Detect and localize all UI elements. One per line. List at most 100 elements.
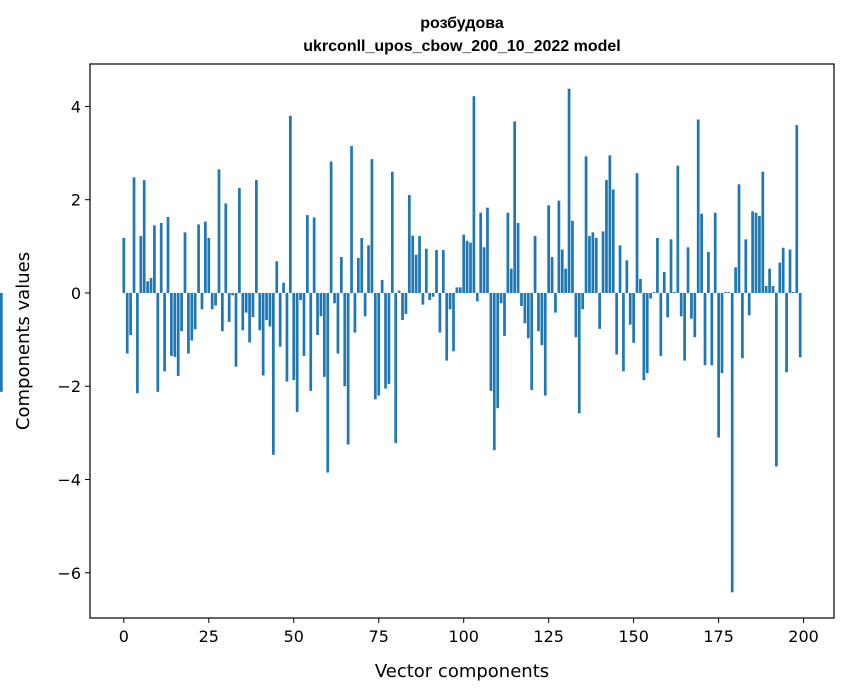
- bar-150: [632, 292, 635, 343]
- bar-71: [363, 292, 367, 317]
- bar-99: [458, 287, 462, 293]
- bar-170: [700, 213, 703, 293]
- bar-58: [319, 292, 323, 317]
- bar-154: [645, 292, 649, 374]
- bar-10: [156, 292, 160, 392]
- bar-110: [496, 292, 500, 409]
- bar-197: [792, 292, 795, 293]
- bar-192: [775, 292, 778, 467]
- bar-22: [197, 224, 200, 293]
- bar-81: [397, 290, 401, 293]
- bar-147: [622, 292, 625, 372]
- bar-undefined: [0, 292, 3, 392]
- bar-84: [407, 195, 411, 293]
- bar-174: [713, 212, 717, 293]
- bar-54: [305, 215, 309, 293]
- bar-107: [486, 207, 489, 293]
- bar-119: [526, 292, 530, 339]
- bar-142: [605, 180, 608, 293]
- bar-27: [214, 292, 217, 306]
- bar-163: [676, 165, 680, 293]
- bar-11: [159, 223, 163, 293]
- bar-114: [509, 268, 513, 293]
- bar-140: [598, 292, 602, 329]
- bar-70: [360, 237, 364, 293]
- bar-57: [316, 292, 319, 335]
- bar-121: [533, 236, 537, 293]
- bar-156: [652, 292, 656, 293]
- bar-59: [322, 292, 326, 377]
- bar-26: [210, 292, 214, 310]
- bar-102: [469, 242, 472, 293]
- bar-100: [462, 234, 466, 293]
- bar-75: [377, 292, 381, 396]
- chart-title-line-2: ukrconll_upos_cbow_200_10_2022 model: [303, 38, 620, 55]
- bar-97: [452, 292, 455, 352]
- bar-55: [309, 292, 313, 391]
- bar-38: [251, 292, 255, 318]
- bar-132: [571, 220, 574, 293]
- bar-48: [285, 292, 289, 382]
- bar-8: [149, 278, 153, 293]
- bar-184: [747, 292, 751, 316]
- bar-104: [475, 292, 479, 302]
- bar-35: [241, 292, 245, 331]
- bar-43: [268, 292, 272, 327]
- x-tick-label-50: 50: [284, 627, 304, 646]
- bar-45: [275, 261, 279, 293]
- bar-49: [289, 115, 292, 293]
- bar-187: [758, 216, 761, 293]
- bar-103: [472, 96, 476, 293]
- bar-23: [200, 292, 204, 310]
- bar-33: [234, 292, 238, 367]
- bar-12: [163, 292, 166, 372]
- bar-190: [768, 268, 771, 293]
- bar-167: [690, 292, 693, 319]
- bar-120: [530, 292, 534, 390]
- chart-title-line-1: розбудова: [420, 15, 504, 32]
- bar-87: [418, 236, 421, 293]
- bar-180: [734, 267, 737, 293]
- x-tick-label-125: 125: [533, 627, 564, 646]
- bar-185: [751, 211, 754, 293]
- bar-88: [421, 292, 425, 305]
- bar-21: [193, 292, 197, 330]
- bar-20: [190, 292, 194, 341]
- bar-89: [424, 248, 428, 293]
- bar-162: [673, 292, 676, 293]
- y-axis: −6 −4 −2 0 2 4: [57, 97, 90, 583]
- bar-123: [540, 292, 544, 346]
- bar-64: [339, 257, 343, 293]
- bar-144: [611, 189, 615, 293]
- bar-79: [390, 171, 394, 293]
- bar-67: [350, 146, 353, 293]
- bar-196: [788, 249, 792, 293]
- bar-46: [278, 292, 282, 347]
- x-tick-label-0: 0: [119, 627, 129, 646]
- bar-146: [618, 245, 622, 293]
- bar-173: [710, 292, 714, 366]
- bar-77: [384, 292, 387, 389]
- bar-2: [129, 292, 132, 335]
- x-tick-label-75: 75: [369, 627, 389, 646]
- bar-111: [499, 292, 503, 304]
- bar-98: [455, 287, 459, 293]
- bar-153: [642, 292, 646, 381]
- bar-109: [492, 292, 496, 451]
- bar-78: [387, 292, 391, 384]
- x-axis: 0 25 50 75 100 125 150 175 200: [119, 618, 819, 646]
- bar-145: [615, 292, 619, 355]
- bar-37: [248, 292, 251, 343]
- bar-82: [401, 292, 404, 321]
- bar-157: [656, 237, 659, 293]
- bar-176: [720, 292, 724, 374]
- bar-160: [666, 292, 669, 318]
- bar-74: [373, 292, 377, 400]
- bar-116: [516, 223, 520, 293]
- bar-28: [217, 169, 221, 293]
- bar-14: [170, 292, 173, 356]
- bar-134: [577, 292, 581, 414]
- bar-96: [448, 292, 452, 310]
- bar-41: [261, 292, 265, 376]
